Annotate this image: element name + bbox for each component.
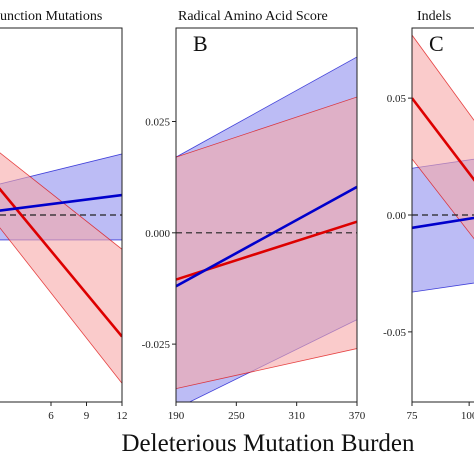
y-tick-label: -0.05 — [383, 327, 406, 339]
blue-regression-line — [412, 216, 474, 230]
figure-xlabel: Deleterious Mutation Burden — [122, 430, 415, 457]
y-tick-label: 0.05 — [387, 93, 407, 105]
x-tick-label: 250 — [228, 410, 245, 422]
x-tick-label: 6 — [48, 410, 54, 422]
panel-2: 190 250 310 370 0.025 0.000 -0.025 Radical Amin… — [142, 9, 366, 422]
plot-area — [176, 56, 357, 402]
blue-regression-line — [0, 193, 122, 212]
panels: 6 9 12 unction Mutations 190 250 310 370 0.025 0.… — [0, 9, 474, 422]
red-ci-band — [176, 96, 357, 390]
blue-regression-line — [176, 185, 357, 288]
x-tick-label: 75 — [407, 410, 419, 422]
panel-title: unction Mutations — [0, 9, 102, 24]
y-tick-label: 0.00 — [387, 210, 407, 222]
red-regression-line — [412, 97, 474, 182]
panel-1: 6 9 12 unction Mutations — [0, 9, 128, 422]
red-regression-line — [0, 187, 122, 338]
red-ci-band — [0, 152, 122, 384]
x-tick-label: 370 — [349, 410, 366, 422]
y-tick-label: 0.025 — [145, 117, 170, 129]
x-tick-label: 310 — [288, 410, 305, 422]
plot-area — [412, 34, 474, 293]
panel-letter: C — [429, 31, 444, 56]
panel-title: Indels — [417, 9, 451, 24]
y-tick-label: 0.000 — [145, 228, 170, 240]
panel-3: 75 100 0.05 0.00 -0.05 Indels C — [383, 9, 474, 422]
x-tick-label: 12 — [117, 410, 128, 422]
panel-title: Radical Amino Acid Score — [178, 9, 328, 24]
plot-frame — [175, 27, 358, 403]
x-tick-label: 190 — [168, 410, 185, 422]
y-tick-label: -0.025 — [142, 339, 171, 351]
x-tick-label: 100 — [461, 410, 474, 422]
x-tick-label: 9 — [84, 410, 90, 422]
plot-area — [0, 152, 122, 384]
panel-letter: B — [193, 31, 208, 56]
